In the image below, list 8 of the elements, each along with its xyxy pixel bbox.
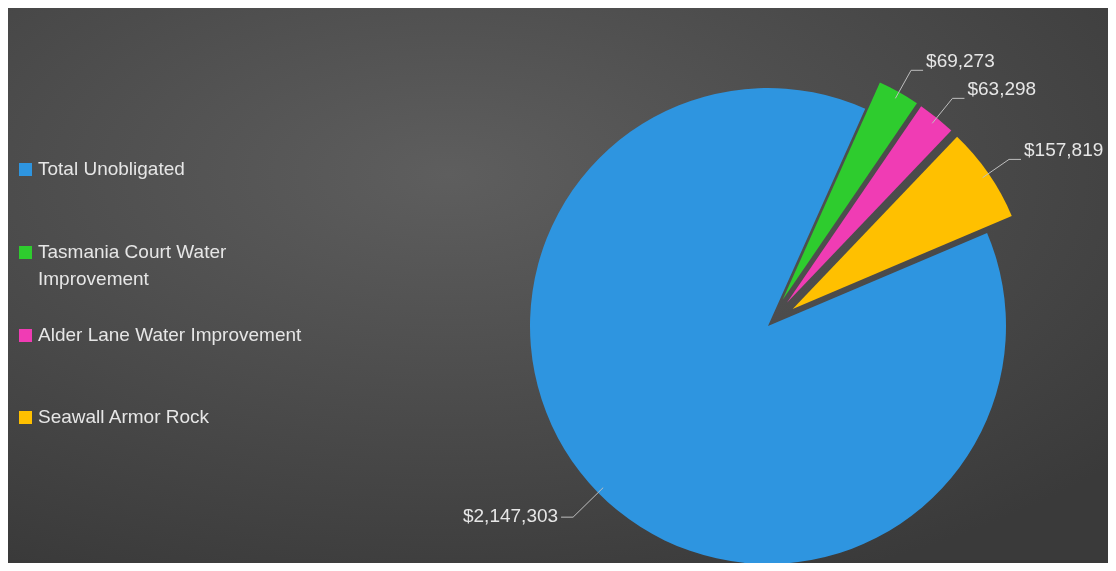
data-label: $157,819 xyxy=(1024,139,1104,161)
data-label: $69,273 xyxy=(926,50,995,72)
data-label: $63,298 xyxy=(967,78,1037,100)
legend-label: Seawall Armor Rock xyxy=(38,406,210,428)
legend-label: Total Unobligated xyxy=(38,158,185,180)
legend-label: Tasmania Court Water Improvement xyxy=(38,241,227,290)
legend-label: Alder Lane Water Improvement xyxy=(38,324,303,346)
data-label: $2,147,303 xyxy=(463,505,559,527)
